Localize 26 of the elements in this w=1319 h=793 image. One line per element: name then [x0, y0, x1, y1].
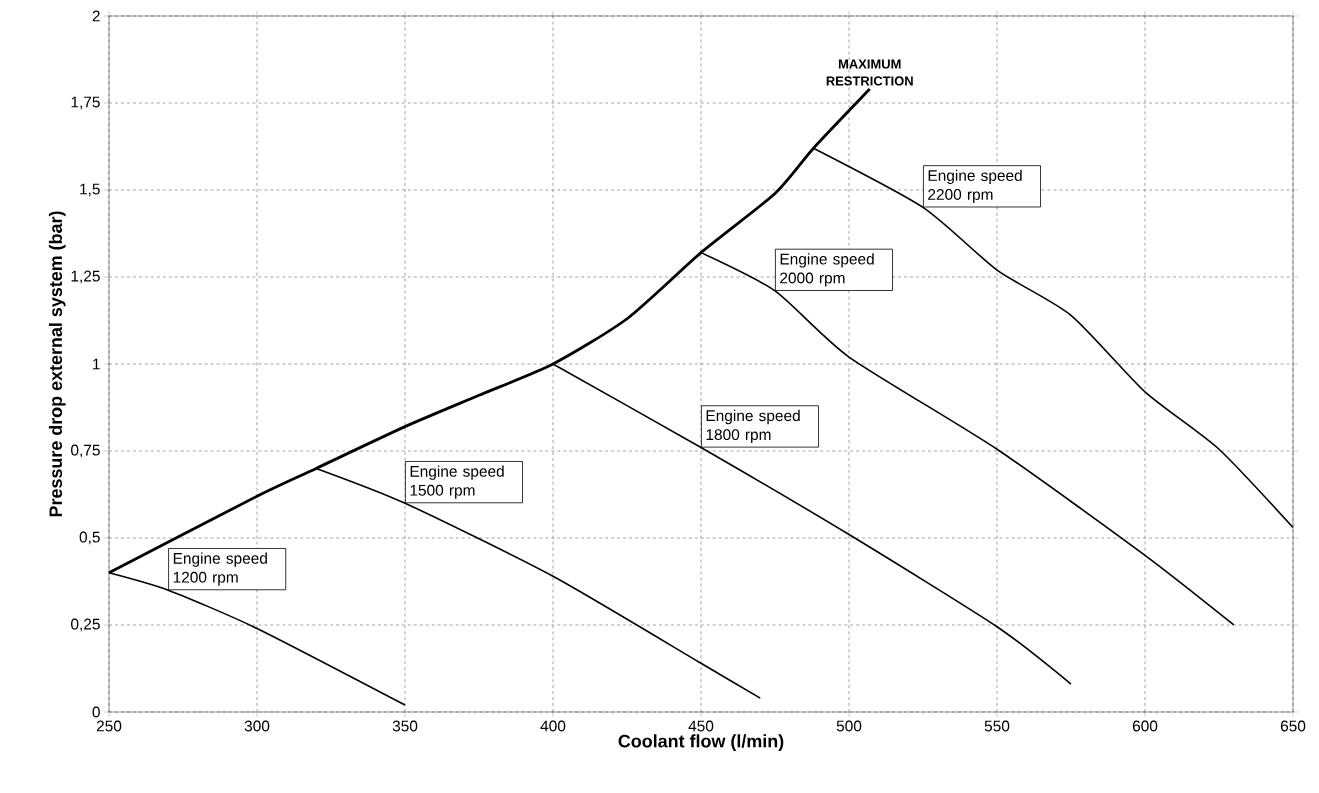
x-tick-label: 650 [1280, 720, 1306, 732]
x-tick-label: 550 [984, 720, 1010, 732]
y-tick-label: 0,75 [71, 444, 100, 458]
series-label: Engine speed 2000 rpm [780, 253, 874, 287]
y-tick-label: 1,75 [71, 96, 100, 110]
series-label: Engine speed 1500 rpm [410, 465, 504, 499]
x-tick-label: 400 [540, 720, 566, 732]
x-axis-title: Coolant flow (l/min) [618, 734, 784, 752]
x-tick-label: 250 [96, 720, 122, 732]
x-tick-label: 600 [1132, 720, 1158, 732]
x-tick-label: 500 [836, 720, 862, 732]
y-tick-label: 0,25 [71, 618, 100, 632]
series-label: Engine speed 1800 rpm [706, 409, 800, 444]
y-axis-title: Pressure drop external system (bar) [48, 211, 66, 517]
x-tick-label: 300 [244, 720, 270, 732]
series-label: Engine speed 1200 rpm [173, 552, 267, 586]
y-tick-label: 2 [92, 10, 100, 22]
y-tick-label: 1,25 [71, 270, 100, 284]
y-tick-label: 1,5 [80, 183, 100, 197]
y-tick-label: 0 [92, 706, 100, 718]
series-label: Engine speed 2200 rpm [928, 169, 1022, 203]
x-tick-label: 350 [392, 720, 418, 732]
y-tick-label: 0,5 [79, 531, 100, 545]
series-label: MAXIMUM RESTRICTION [826, 59, 913, 86]
x-tick-label: 450 [688, 720, 714, 732]
y-tick-label: 1 [93, 358, 100, 370]
